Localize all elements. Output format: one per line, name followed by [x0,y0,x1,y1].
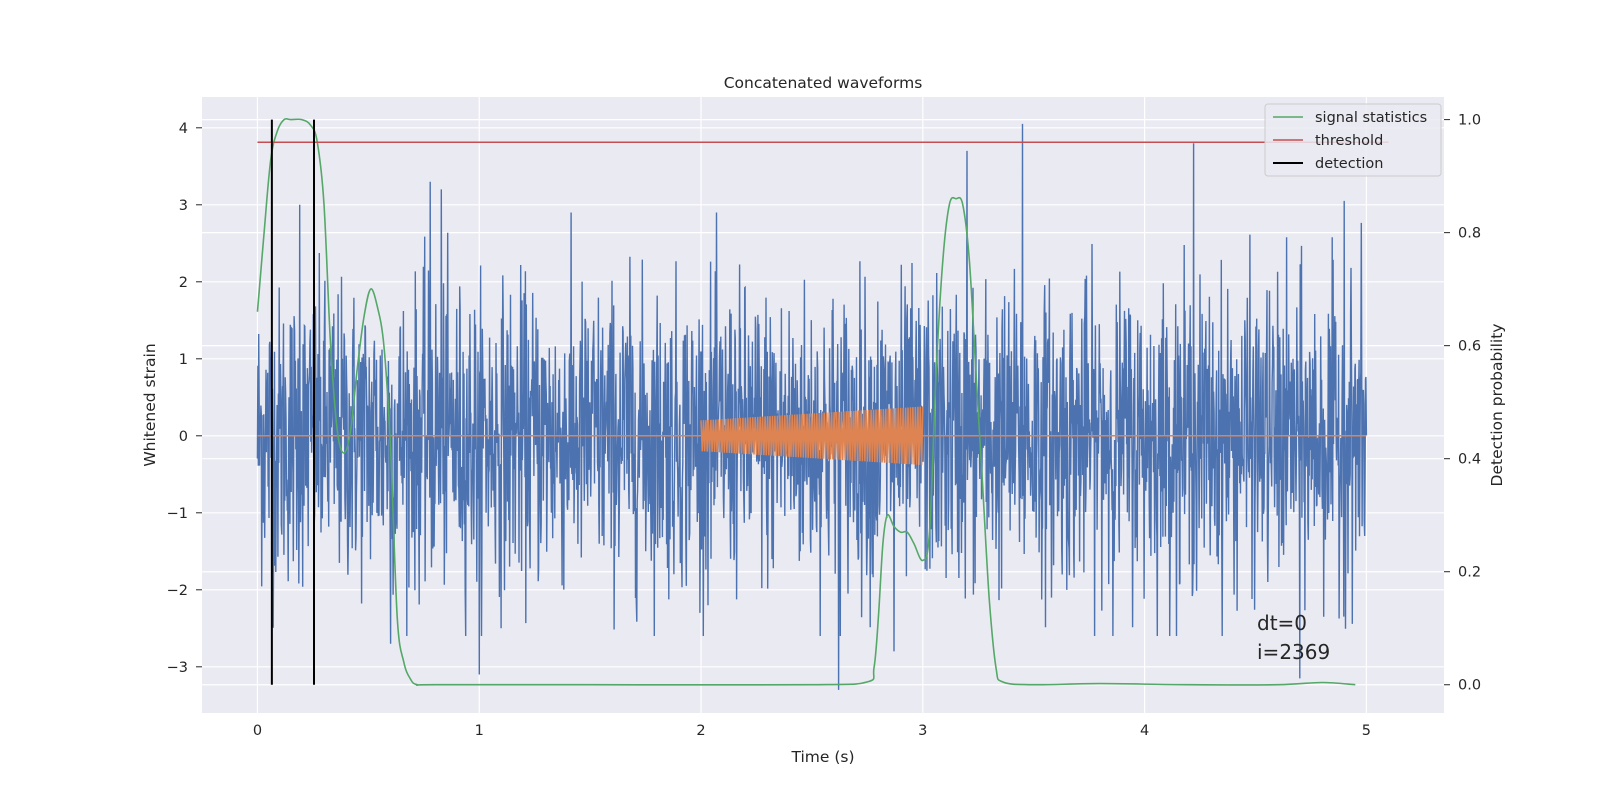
y-tick-label: 2 [179,275,188,291]
legend-label-detection: detection [1315,156,1383,172]
y-tick-label: 4 [179,121,188,137]
signal-statistics-line [256,117,1356,686]
strain-series-line [256,123,1368,690]
legend-box [1264,103,1442,177]
y-tick-label: −1 [167,506,188,522]
right-y-axis-label: Detection probability [1488,324,1506,487]
x-tick-label: 0 [253,723,262,739]
series-layer [256,117,1389,690]
x-tick-label: 3 [918,723,927,739]
y-tick-label: −3 [167,660,188,676]
y-axis-label: Whitened strain [141,343,159,466]
x-tick-label: 2 [696,723,705,739]
x-tick-label: 4 [1140,723,1149,739]
y-tick-label: 1 [179,352,188,368]
right-y-tick-label: 1.0 [1458,113,1481,129]
right-y-tick-label: 0.4 [1458,452,1481,468]
y-tick-label: −2 [167,583,188,599]
right-y-tick-label: 0.6 [1458,339,1481,355]
annotation-index: i=2369 [1257,640,1330,664]
legend-label-signal-statistics: signal statistics [1315,110,1427,126]
detection-lines [270,119,316,685]
annotation-dt: dt=0 [1257,611,1307,635]
y-tick-label: 3 [179,198,188,214]
chart-title: Concatenated waveforms [724,74,923,92]
axis-ticks: 0 1 2 3 4 5 −3 −2 −1 0 1 2 3 4 0.0 0.2 0.4 0.6 0.8 1.0 [167,113,1481,739]
right-y-tick-label: 0.0 [1458,678,1481,694]
x-tick-label: 5 [1362,723,1371,739]
y-tick-label: 0 [179,429,188,445]
injection-series-line [700,406,924,466]
legend: signal statistics threshold detection [1264,103,1442,177]
x-tick-label: 1 [475,723,484,739]
x-axis-label: Time (s) [790,748,854,766]
legend-label-threshold: threshold [1315,133,1383,149]
right-y-tick-label: 0.2 [1458,565,1481,581]
right-y-tick-label: 0.8 [1458,226,1481,242]
